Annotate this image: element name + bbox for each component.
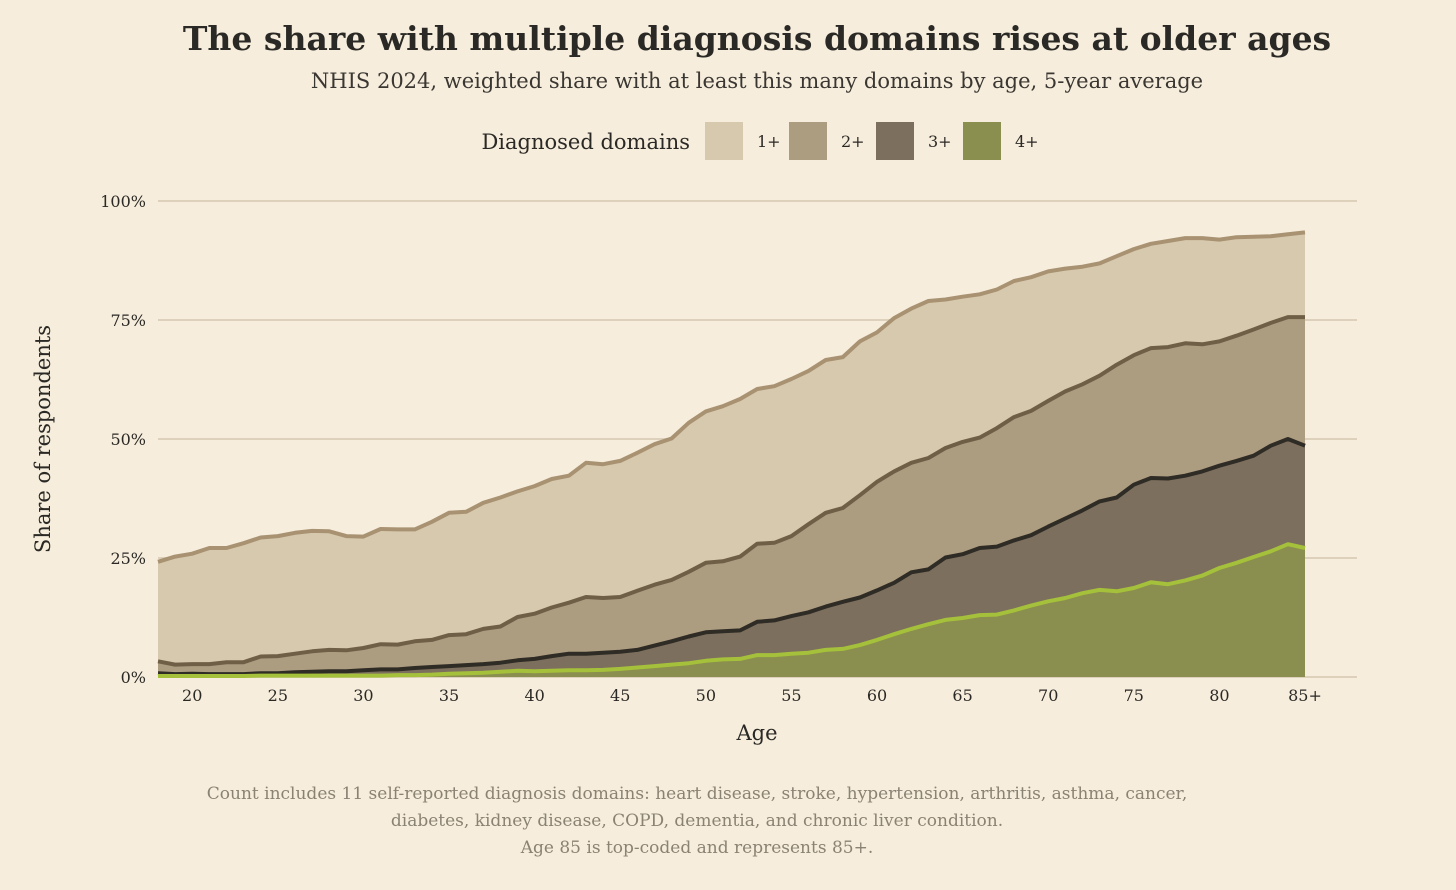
line-3plus: [157, 437, 1306, 677]
y-tick-label: 50%: [110, 430, 146, 449]
x-tick-label: 20: [182, 686, 202, 705]
x-tick-label: 30: [353, 686, 373, 705]
legend-key-2plus: [789, 122, 827, 160]
x-tick-label: 65: [952, 686, 972, 705]
x-tick-label: 60: [867, 686, 887, 705]
legend-label: 4+: [1015, 132, 1039, 151]
legend-label: 2+: [841, 132, 865, 151]
x-tick-label: 75: [1124, 686, 1144, 705]
x-tick-label: 85+: [1288, 686, 1322, 705]
x-axis-ticks: 20 25 30 35 40 45 50 55 60 65 70 75 80 85+: [182, 686, 1322, 705]
line-1plus: [157, 230, 1306, 564]
legend-label: 1+: [757, 132, 781, 151]
area-4plus: [158, 544, 1305, 677]
y-axis-title: Share of respondents: [31, 325, 55, 553]
y-tick-label: 0%: [121, 668, 146, 687]
x-tick-label: 50: [696, 686, 716, 705]
area-series: [158, 232, 1305, 677]
chart-subtitle: NHIS 2024, weighted share with at least …: [311, 69, 1203, 93]
x-tick-label: 25: [268, 686, 288, 705]
line-4plus: [158, 542, 1306, 678]
y-tick-label: 100%: [100, 192, 146, 211]
x-tick-label: 80: [1209, 686, 1229, 705]
line-2plus: [157, 315, 1305, 667]
y-axis-ticks: 0% 25% 50% 75% 100%: [100, 192, 146, 687]
legend-key-1plus: [705, 122, 743, 160]
caption-line-2: diabetes, kidney disease, COPD, dementia…: [391, 811, 1003, 831]
caption-line-1: Count includes 11 self-reported diagnosi…: [207, 784, 1187, 804]
x-tick-label: 55: [781, 686, 801, 705]
series-lines: [157, 230, 1306, 678]
x-tick-label: 35: [439, 686, 459, 705]
legend-title: Diagnosed domains: [481, 130, 690, 154]
x-axis-title: Age: [735, 721, 777, 745]
x-tick-label: 45: [610, 686, 630, 705]
legend-label: 3+: [928, 132, 952, 151]
legend: 1+ 2+ 3+ 4+: [705, 122, 1039, 160]
x-tick-label: 40: [524, 686, 544, 705]
y-tick-label: 25%: [110, 549, 146, 568]
x-tick-label: 70: [1038, 686, 1058, 705]
chart-title: The share with multiple diagnosis domain…: [183, 19, 1331, 58]
y-tick-label: 75%: [110, 311, 146, 330]
caption-line-3: Age 85 is top-coded and represents 85+.: [520, 838, 874, 858]
legend-key-3plus: [876, 122, 914, 160]
legend-key-4plus: [963, 122, 1001, 160]
